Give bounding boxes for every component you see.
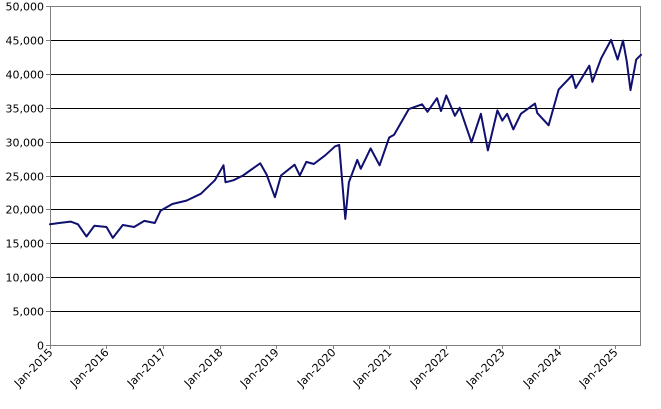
- y-tick-label: 10,000: [6, 272, 45, 285]
- x-tick-label: Jan-2024: [520, 346, 564, 390]
- series-group: [49, 38, 642, 239]
- x-tick-label: Jan-2020: [294, 346, 338, 390]
- x-tick-label: Jan-2022: [407, 346, 451, 390]
- plot-frame: [50, 6, 641, 346]
- x-tick-label: Jan-2017: [124, 346, 168, 390]
- y-tick-label: 5,000: [13, 306, 45, 319]
- y-tick-label: 40,000: [6, 69, 45, 82]
- y-tick-label: 15,000: [6, 238, 45, 251]
- y-tick-label: 35,000: [6, 103, 45, 116]
- series-line-0: [49, 38, 642, 239]
- axes: [50, 6, 641, 346]
- y-tick-label: 20,000: [6, 204, 45, 217]
- x-tick-label: Jan-2018: [181, 346, 225, 390]
- y-tick-label: 30,000: [6, 137, 45, 150]
- y-tick-label: 45,000: [6, 35, 45, 48]
- x-tick-label: Jan-2023: [463, 346, 507, 390]
- x-tick-label: Jan-2021: [350, 346, 394, 390]
- gridlines: [50, 6, 641, 312]
- x-axis-ticks: Jan-2015 Jan-2016 Jan-2017 Jan-2018 Jan-2019…: [11, 345, 621, 390]
- y-axis-ticks: 0 5,000 10,000 15,000 20,000 25,000 30,000 35,0…: [6, 1, 50, 353]
- x-tick-label: Jan-2019: [237, 346, 281, 390]
- y-tick-label: 50,000: [6, 1, 45, 14]
- x-tick-label: Jan-2015: [11, 346, 55, 390]
- y-tick-label: 0: [37, 340, 44, 353]
- x-tick-label: Jan-2025: [576, 346, 620, 390]
- x-tick-label: Jan-2016: [67, 346, 111, 390]
- y-tick-label: 25,000: [6, 171, 45, 184]
